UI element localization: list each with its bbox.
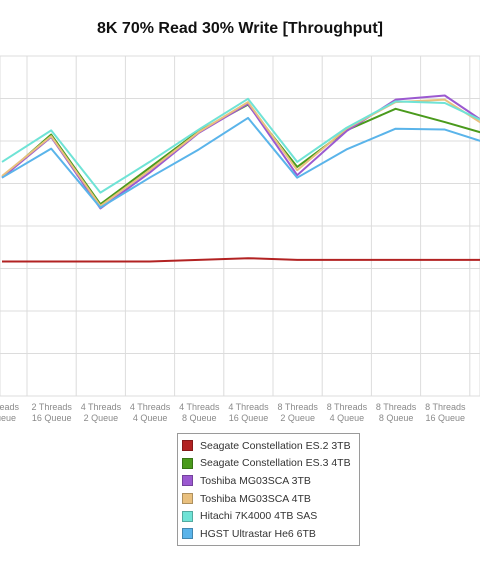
legend-swatch bbox=[182, 440, 193, 452]
x-tick-label: 8 Queue bbox=[379, 413, 414, 423]
x-tick-label: 8 Queue bbox=[182, 413, 217, 423]
x-tick-label: 4 Queue bbox=[330, 413, 365, 423]
legend-label: Toshiba MG03SCA 3TB bbox=[200, 474, 311, 487]
x-tick-label: 16 Queue bbox=[229, 413, 269, 423]
x-tick-label: 4 Threads bbox=[81, 402, 122, 412]
legend-item: Seagate Constellation ES.3 4TB bbox=[182, 455, 359, 473]
legend-item: HGST Ultrastar He6 6TB bbox=[182, 525, 359, 543]
legend-label: Hitachi 7K4000 4TB SAS bbox=[200, 510, 318, 523]
legend-item: Toshiba MG03SCA 4TB bbox=[182, 490, 359, 508]
x-tick-label: 8 Threads bbox=[376, 402, 417, 412]
x-tick-label: 4 Threads bbox=[228, 402, 269, 412]
legend-swatch bbox=[182, 510, 193, 522]
chart-legend: Seagate Constellation ES.2 3TB Seagate Co… bbox=[177, 433, 360, 546]
legend-label: Toshiba MG03SCA 4TB bbox=[200, 492, 311, 505]
legend-label: Seagate Constellation ES.3 4TB bbox=[200, 457, 351, 470]
legend-swatch bbox=[182, 493, 193, 505]
x-tick-label: Threads bbox=[0, 402, 20, 412]
x-tick-label: 16 Queue bbox=[32, 413, 72, 423]
legend-swatch bbox=[182, 457, 193, 469]
x-tick-label: 4 Threads bbox=[179, 402, 220, 412]
legend-item: Seagate Constellation ES.2 3TB bbox=[182, 437, 359, 455]
chart-title: 8K 70% Read 30% Write [Throughput] bbox=[97, 20, 383, 37]
x-tick-label: 2 Queue bbox=[84, 413, 119, 423]
legend-swatch bbox=[182, 528, 193, 540]
x-tick-label: 4 Threads bbox=[130, 402, 171, 412]
x-tick-label: 8 Threads bbox=[425, 402, 466, 412]
x-tick-label: 16 Queue bbox=[426, 413, 466, 423]
legend-label: Seagate Constellation ES.2 3TB bbox=[200, 439, 351, 452]
legend-item: Toshiba MG03SCA 3TB bbox=[182, 472, 359, 490]
legend-item: Hitachi 7K4000 4TB SAS bbox=[182, 507, 359, 525]
x-tick-label: 8 Threads bbox=[278, 402, 319, 412]
x-tick-label: 2 Threads bbox=[32, 402, 73, 412]
chart-series-lines bbox=[1, 94, 480, 263]
x-tick-label: 4 Queue bbox=[133, 413, 168, 423]
legend-label: HGST Ultrastar He6 6TB bbox=[200, 527, 316, 540]
x-tick-label: 8 Threads bbox=[327, 402, 368, 412]
chart-grid bbox=[0, 55, 480, 397]
legend-swatch bbox=[182, 475, 193, 487]
x-tick-label: 2 Queue bbox=[280, 413, 315, 423]
x-tick-label: Queue bbox=[0, 413, 16, 423]
